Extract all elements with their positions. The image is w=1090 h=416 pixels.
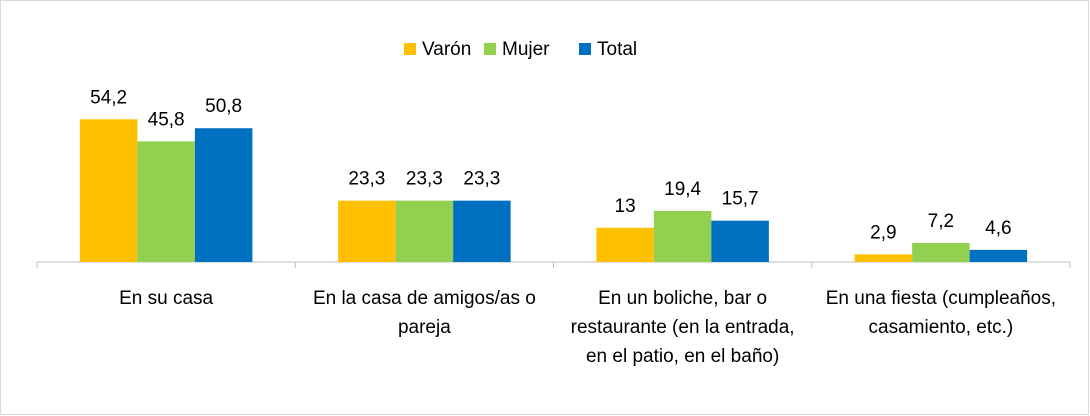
bar (969, 249, 1028, 262)
data-label: 50,8 (205, 96, 242, 117)
data-label: 23,3 (406, 169, 443, 190)
bar (912, 243, 970, 262)
bar (453, 200, 511, 262)
bar (194, 128, 253, 262)
legend-label: Varón (422, 39, 471, 60)
legend-label: Total (597, 39, 637, 60)
bar (653, 210, 712, 262)
x-tick-label: En una fiesta (cumpleaños, casamiento, e… (825, 288, 1056, 338)
bar (79, 119, 138, 262)
x-tick-label: En la casa de amigos/as o pareja (312, 288, 536, 338)
bar (137, 141, 195, 262)
data-label: 45,8 (148, 109, 185, 130)
data-label: 23,3 (463, 169, 500, 190)
legend-label: Mujer (502, 39, 550, 60)
legend-swatch (579, 43, 591, 55)
data-label: 2,9 (870, 222, 896, 243)
data-label: 54,2 (90, 87, 127, 108)
data-label: 15,7 (722, 189, 759, 210)
x-tick-label: En su casa (119, 288, 214, 309)
data-label: 19,4 (664, 179, 701, 200)
data-label: 4,6 (985, 218, 1011, 239)
bar (596, 227, 654, 262)
x-tick-label: En un boliche, bar o restaurante (en la … (570, 288, 795, 367)
bar (395, 200, 454, 262)
data-label: 7,2 (928, 211, 954, 232)
data-label: 23,3 (348, 169, 385, 190)
bar (711, 220, 769, 262)
data-label: 13 (615, 196, 636, 217)
bar (338, 200, 396, 262)
legend-swatch (484, 43, 496, 55)
bar (854, 254, 913, 262)
legend-swatch (404, 43, 416, 55)
